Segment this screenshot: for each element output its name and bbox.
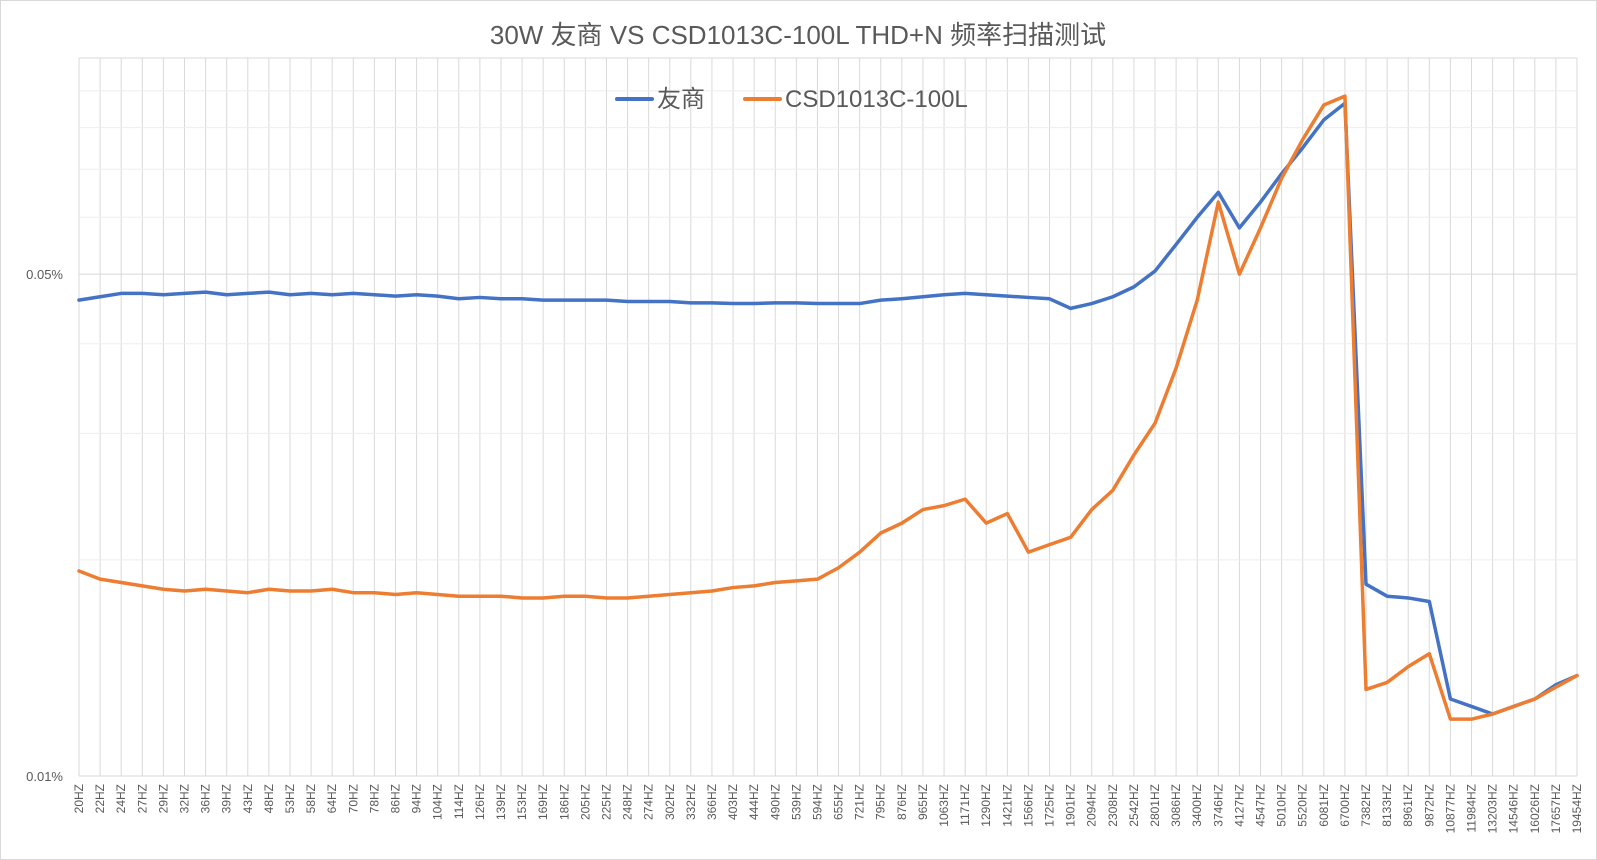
x-tick-label: 94HZ [410,784,424,813]
x-tick-label: 444HZ [747,784,761,820]
x-tick-label: 1171HZ [958,784,972,826]
x-tick-label: 139HZ [494,784,508,820]
x-tick-label: 43HZ [241,784,255,813]
x-tick-label: 48HZ [262,784,276,813]
x-tick-label: 965HZ [916,784,930,820]
x-tick-label: 58HZ [304,784,318,813]
x-tick-label: 2542HZ [1127,784,1141,827]
x-tick-label: 876HZ [895,784,909,820]
x-tick-label: 22HZ [93,784,107,813]
x-tick-label: 27HZ [135,784,149,813]
x-tick-label: 655HZ [832,784,846,820]
y-tick-label: 0.01% [26,769,63,784]
x-tick-label: 6081HZ [1317,784,1331,827]
x-tick-label: 19454HZ [1570,784,1584,833]
x-tick-label: 9872HZ [1422,784,1436,827]
x-tick-label: 7382HZ [1359,784,1373,827]
x-tick-label: 70HZ [346,784,360,813]
legend-label-csd1013c: CSD1013C-100L [785,86,968,113]
x-tick-label: 169HZ [536,784,550,820]
x-tick-label: 86HZ [388,784,402,813]
x-tick-label: 32HZ [177,784,191,813]
x-tick-label: 1063HZ [937,784,951,827]
x-tick-label: 1901HZ [1064,784,1078,827]
x-tick-label: 3400HZ [1190,784,1204,827]
legend: 友商 CSD1013C-100L [615,86,968,113]
x-tick-label: 11984HZ [1465,784,1479,832]
x-tick-label: 10877HZ [1443,784,1457,833]
x-tick-label: 6700HZ [1338,784,1352,827]
x-tick-label: 2801HZ [1148,784,1162,827]
x-tick-label: 20HZ [72,784,86,813]
x-tick-label: 4127HZ [1232,784,1246,827]
chart-title: 30W 友商 VS CSD1013C-100L THD+N 频率扫描测试 [490,20,1106,50]
x-tick-label: 8961HZ [1401,784,1415,827]
x-tick-label: 3746HZ [1211,784,1225,827]
x-tick-label: 29HZ [156,784,170,813]
x-tick-label: 17657HZ [1549,784,1563,833]
grid-layer [78,57,1578,777]
legend-label-youshang: 友商 [657,86,705,113]
x-tick-label: 2094HZ [1085,784,1099,827]
x-tick-label: 332HZ [684,784,698,820]
x-tick-label: 78HZ [367,784,381,813]
x-tick-label: 248HZ [621,784,635,820]
x-tick-label: 153HZ [515,784,529,820]
x-tick-label: 205HZ [578,784,592,820]
series-line-0 [77,101,1579,716]
x-tick-label: 403HZ [726,784,740,820]
x-tick-label: 186HZ [557,784,571,820]
x-tick-label: 1566HZ [1021,784,1035,827]
series-layer [77,94,1579,721]
x-tick-label: 2308HZ [1106,784,1120,827]
x-tick-label: 126HZ [473,784,487,820]
x-tick-label: 8133HZ [1380,784,1394,827]
x-tick-label: 53HZ [283,784,297,813]
x-tick-label: 14546HZ [1507,784,1521,833]
x-tick-label: 16026HZ [1528,784,1542,833]
x-tick-label: 64HZ [325,784,339,813]
x-tick-label: 36HZ [199,784,213,813]
x-tick-label: 1725HZ [1043,784,1057,827]
x-tick-label: 721HZ [853,784,867,820]
x-tick-label: 39HZ [220,784,234,813]
x-tick-label: 225HZ [599,784,613,820]
x-tick-label: 594HZ [810,784,824,820]
x-tick-label: 302HZ [663,784,677,820]
x-tick-label: 4547HZ [1254,784,1268,827]
x-tick-label: 1290HZ [979,784,993,827]
x-tick-label: 24HZ [114,784,128,813]
axis-layer: 0.05% 0.01% 20HZ 22HZ 24HZ 27HZ 29HZ 32HZ 36HZ 39… [26,267,1584,833]
x-tick-label: 539HZ [789,784,803,820]
series-line-1 [77,94,1579,721]
x-tick-label: 13203HZ [1486,784,1500,833]
x-tick-label: 1421HZ [1000,784,1014,827]
x-tick-label: 795HZ [874,784,888,820]
x-tick-label: 274HZ [642,784,656,820]
y-tick-label: 0.05% [26,267,63,282]
x-tick-label: 104HZ [431,784,445,820]
x-tick-label: 5010HZ [1275,784,1289,827]
x-tick-label: 366HZ [705,784,719,820]
x-tick-label: 3086HZ [1169,784,1183,827]
x-tick-label: 5520HZ [1296,784,1310,827]
x-tick-label: 114HZ [452,784,466,819]
x-tick-label: 490HZ [768,784,782,820]
